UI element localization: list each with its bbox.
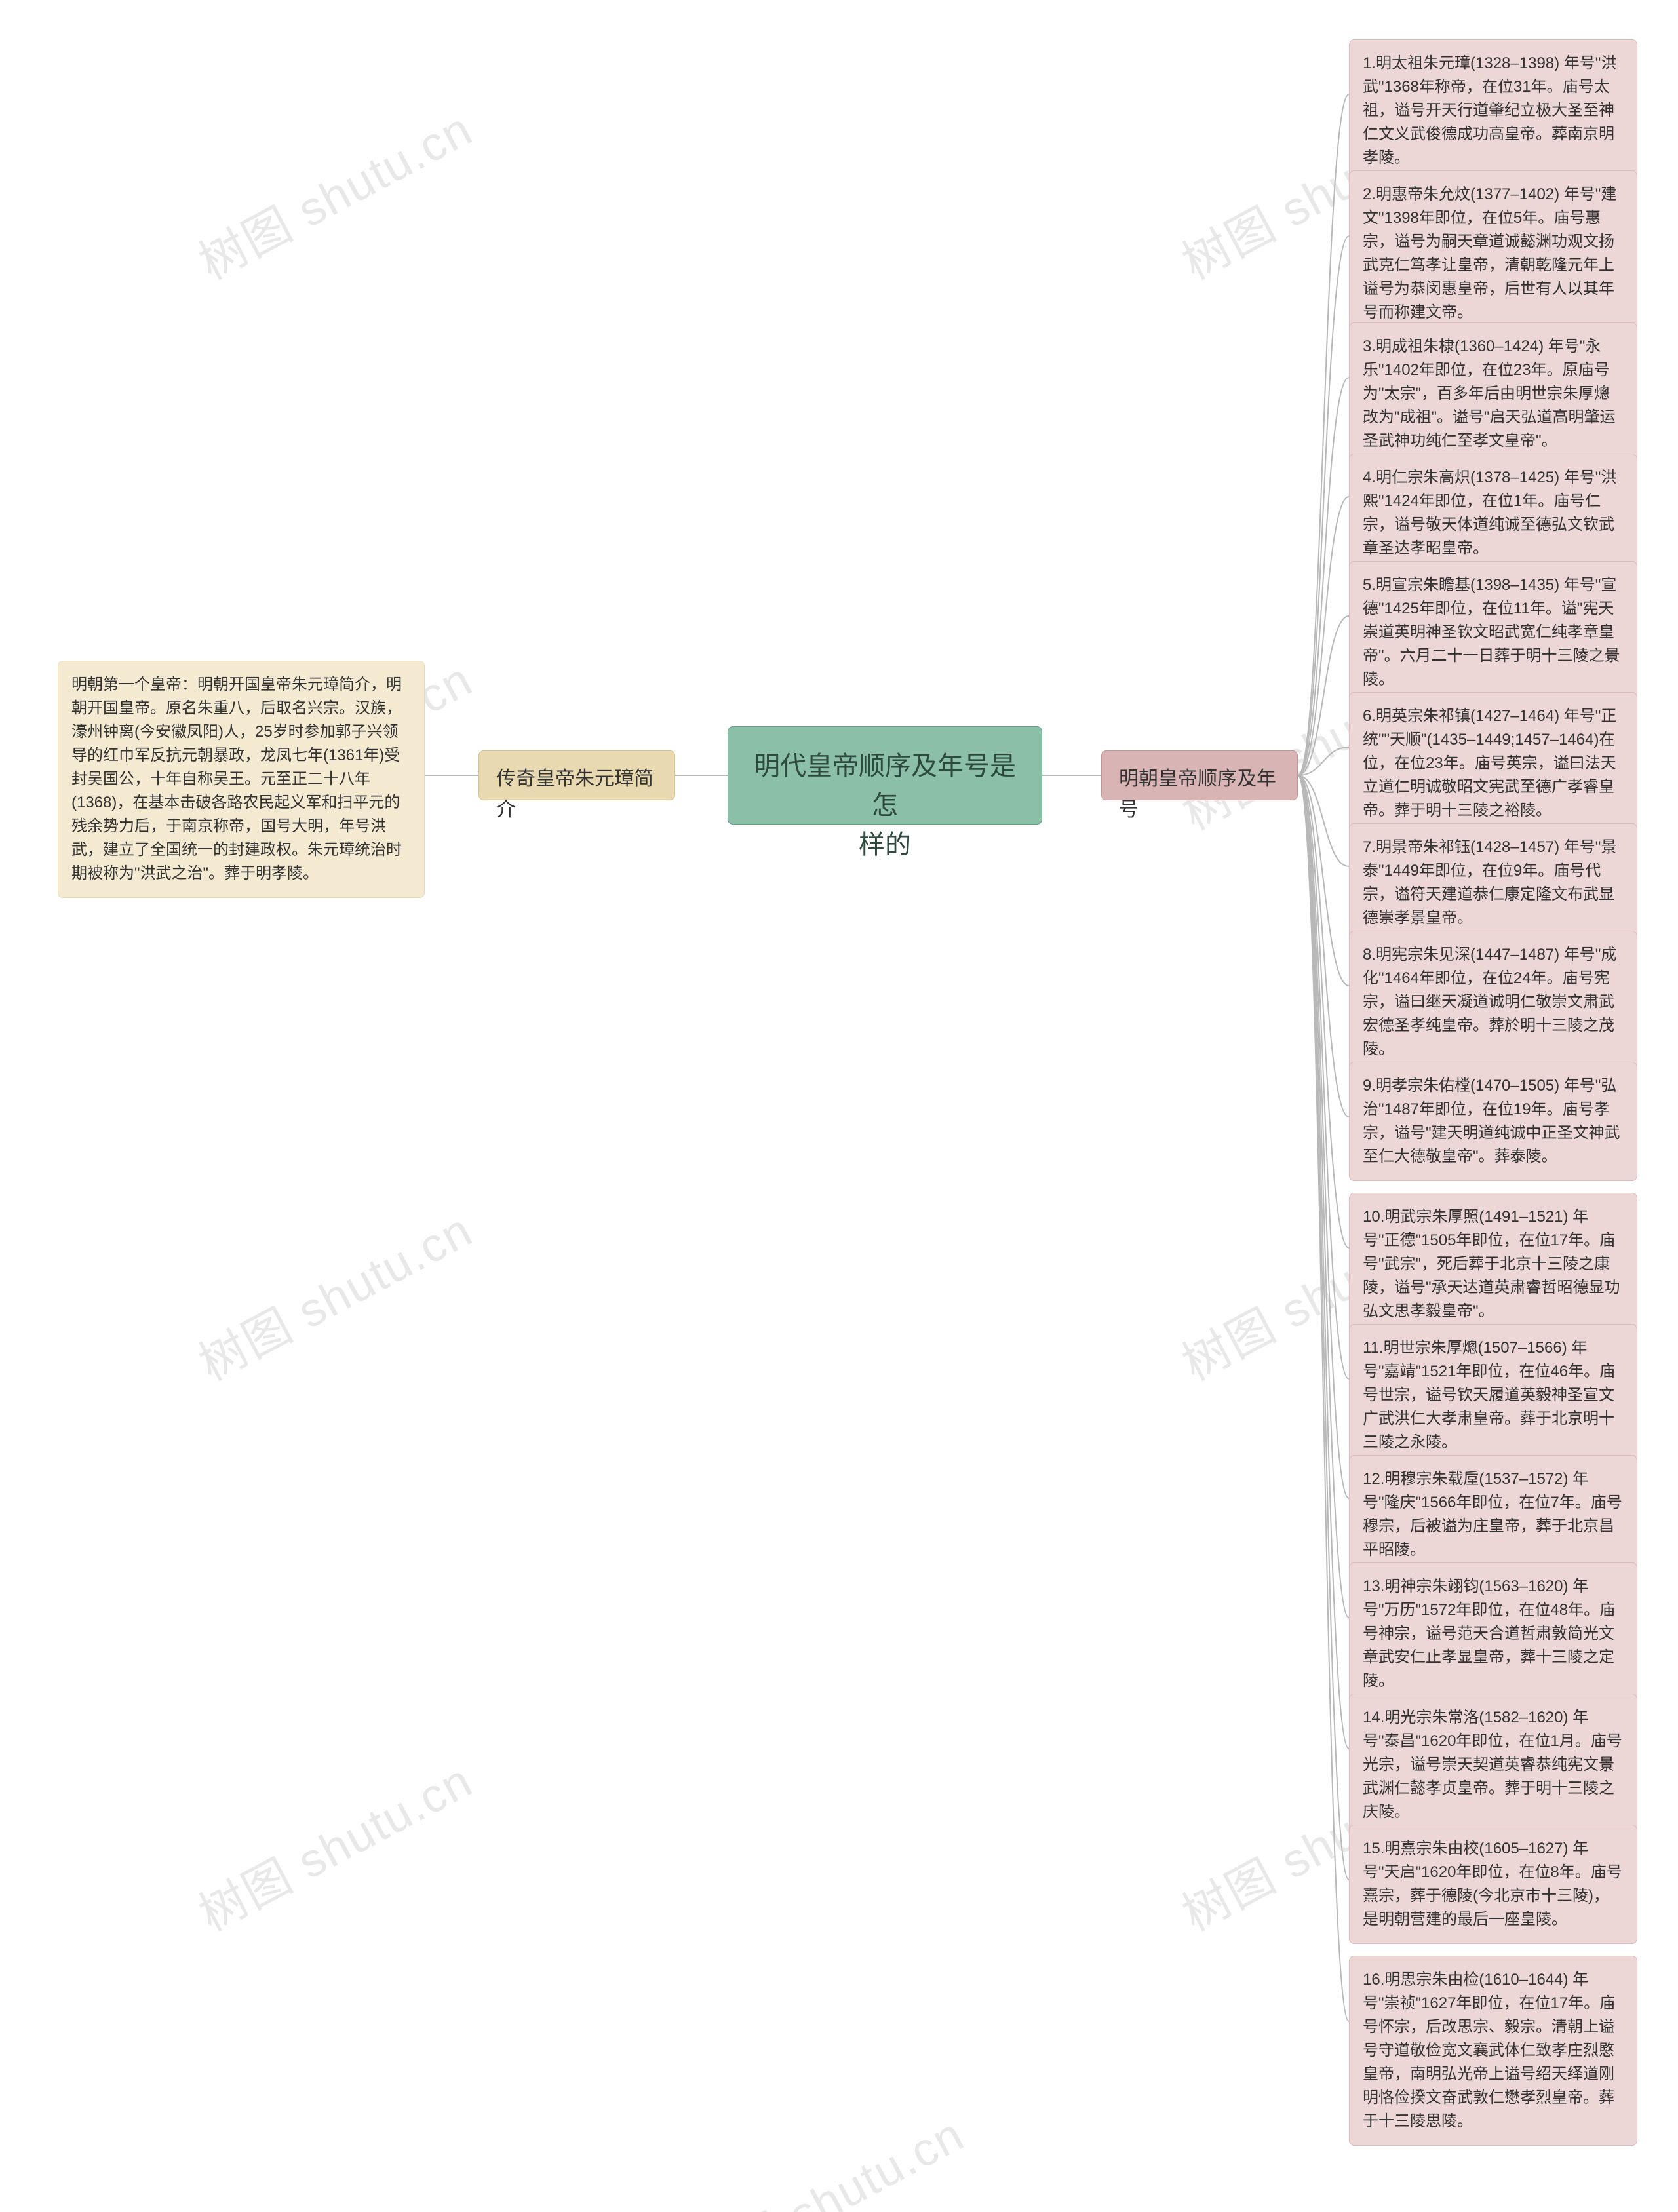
- emperor-leaf-node[interactable]: 5.明宣宗朱瞻基(1398–1435) 年号"宣德"1425年即位，在位11年。…: [1349, 561, 1637, 704]
- right-branch-node[interactable]: 明朝皇帝顺序及年号: [1101, 750, 1298, 800]
- emperor-leaf-node[interactable]: 1.明太祖朱元璋(1328–1398) 年号"洪武"1368年称帝，在位31年。…: [1349, 39, 1637, 182]
- emperor-leaf-node[interactable]: 2.明惠帝朱允炆(1377–1402) 年号"建文"1398年即位，在位5年。庙…: [1349, 170, 1637, 337]
- emperor-leaf-node[interactable]: 3.明成祖朱棣(1360–1424) 年号"永乐"1402年即位，在位23年。原…: [1349, 322, 1637, 465]
- emperor-leaf-node[interactable]: 16.明思宗朱由检(1610–1644) 年号"崇祯"1627年即位，在位17年…: [1349, 1956, 1637, 2146]
- emperor-leaf-node[interactable]: 12.明穆宗朱载垕(1537–1572) 年号"隆庆"1566年即位，在位7年。…: [1349, 1455, 1637, 1574]
- emperor-leaf-node[interactable]: 11.明世宗朱厚熜(1507–1566) 年号"嘉靖"1521年即位，在位46年…: [1349, 1324, 1637, 1467]
- left-branch-node[interactable]: 传奇皇帝朱元璋简介: [478, 750, 675, 800]
- emperor-leaf-node[interactable]: 13.明神宗朱翊钧(1563–1620) 年号"万历"1572年即位，在位48年…: [1349, 1562, 1637, 1705]
- center-topic-node[interactable]: 明代皇帝顺序及年号是怎样的: [728, 726, 1042, 825]
- emperor-leaf-node[interactable]: 14.明光宗朱常洛(1582–1620) 年号"泰昌"1620年即位，在位1月。…: [1349, 1694, 1637, 1836]
- emperor-leaf-node[interactable]: 10.明武宗朱厚照(1491–1521) 年号"正德"1505年即位，在位17年…: [1349, 1193, 1637, 1336]
- emperor-leaf-node[interactable]: 8.明宪宗朱见深(1447–1487) 年号"成化"1464年即位，在位24年。…: [1349, 931, 1637, 1074]
- watermark-text: 树图 shutu.cn: [185, 1743, 482, 1945]
- emperor-leaf-node[interactable]: 15.明熹宗朱由校(1605–1627) 年号"天启"1620年即位，在位8年。…: [1349, 1825, 1637, 1944]
- watermark-text: 树图 shutu.cn: [185, 91, 482, 293]
- left-leaf-node[interactable]: 明朝第一个皇帝：明朝开国皇帝朱元璋简介，明朝开国皇帝。原名朱重八，后取名兴宗。汉…: [58, 661, 425, 898]
- watermark-text: 树图 shutu.cn: [185, 1192, 482, 1394]
- emperor-leaf-node[interactable]: 7.明景帝朱祁钰(1428–1457) 年号"景泰"1449年即位，在位9年。庙…: [1349, 823, 1637, 942]
- emperor-leaf-node[interactable]: 9.明孝宗朱佑樘(1470–1505) 年号"弘治"1487年即位，在位19年。…: [1349, 1062, 1637, 1181]
- emperor-leaf-node[interactable]: 6.明英宗朱祁镇(1427–1464) 年号"正统""天顺"(1435–1449…: [1349, 692, 1637, 835]
- watermark-text: 树图 shutu.cn: [676, 2097, 974, 2212]
- emperor-leaf-node[interactable]: 4.明仁宗朱高炽(1378–1425) 年号"洪熙"1424年即位，在位1年。庙…: [1349, 454, 1637, 573]
